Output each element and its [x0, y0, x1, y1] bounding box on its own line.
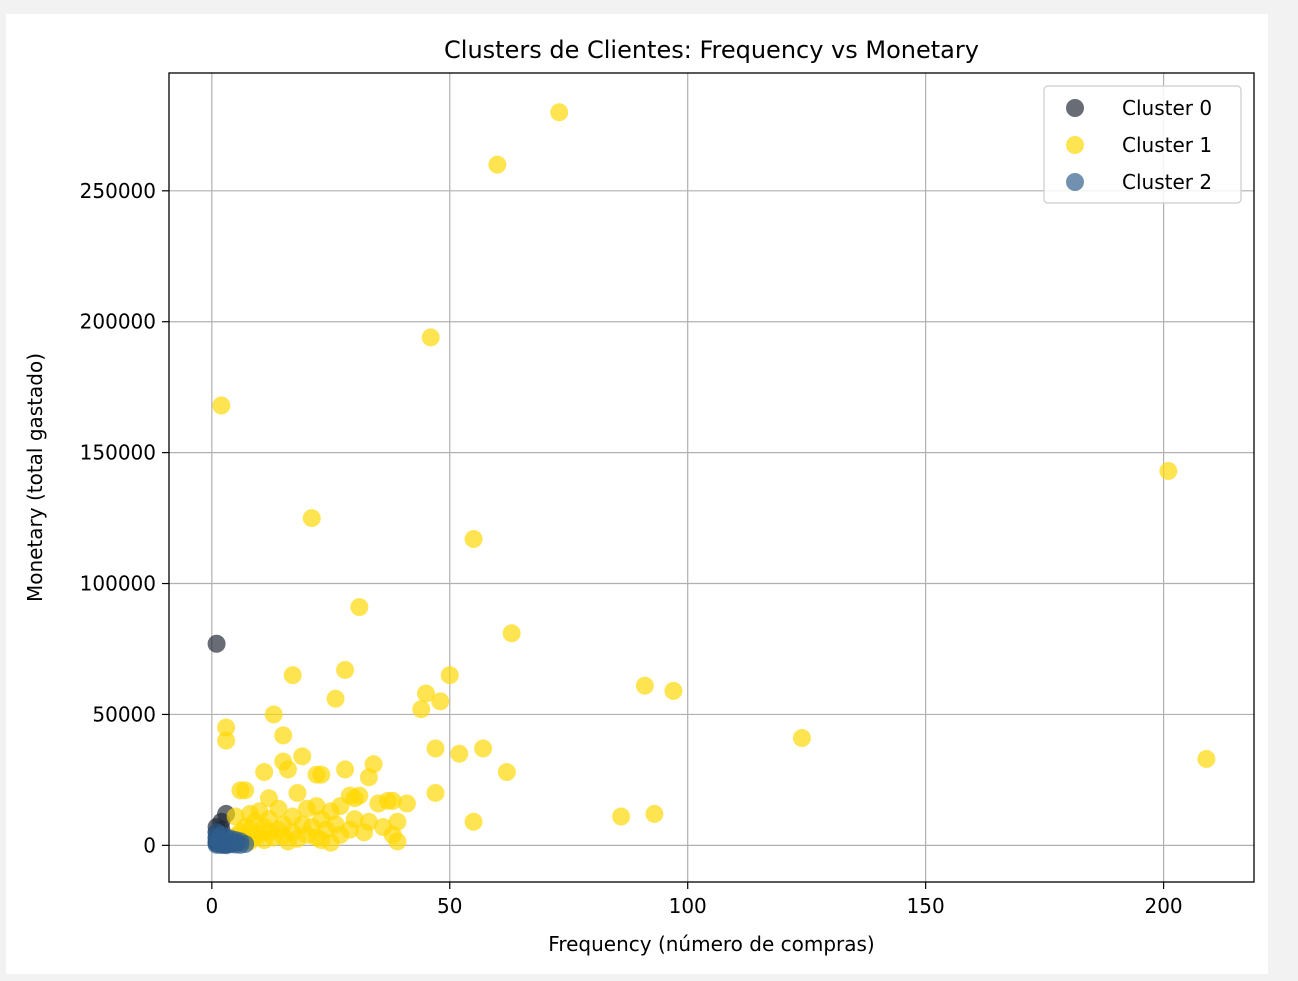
x-tick-label: 50 — [437, 894, 462, 918]
cluster-1-point — [464, 530, 483, 549]
cluster-1-point — [264, 705, 283, 724]
cluster-1-point — [302, 509, 321, 528]
cluster-1-point — [278, 832, 297, 851]
chart-title: Clusters de Clientes: Frequency vs Monet… — [444, 36, 979, 64]
cluster-1-point — [326, 689, 345, 708]
cluster-2-point — [212, 831, 231, 850]
cluster-1-point — [635, 676, 654, 695]
cluster-1-point — [497, 763, 516, 782]
cluster-1-point — [550, 103, 569, 122]
cluster-1-point — [397, 794, 416, 813]
cluster-1-point — [426, 739, 445, 758]
cluster-1-point — [217, 718, 236, 737]
cluster-1-point — [431, 692, 450, 711]
cluster-1-point — [1197, 749, 1216, 768]
scatter-chart: 0 50 100 150 200 0 50000 100000 150000 200000 2500… — [23, 36, 1255, 956]
chart-canvas: 0 50 100 150 200 0 50000 100000 150000 200000 2500… — [6, 14, 1268, 974]
y-tick-label: 200000 — [80, 310, 156, 334]
y-tick-label: 150000 — [80, 441, 156, 465]
cluster-1-point — [412, 700, 431, 719]
cluster-1-point — [312, 765, 331, 784]
y-tick-label: 0 — [143, 833, 156, 857]
cluster-1-point — [792, 729, 811, 748]
cluster-1-point — [212, 396, 231, 415]
cluster-1-point — [440, 666, 459, 685]
cluster-1-point — [488, 155, 507, 174]
legend-label: Cluster 1 — [1122, 133, 1212, 157]
cluster-2-point — [226, 833, 245, 852]
cluster-1-point — [388, 832, 407, 851]
cluster-1-point — [612, 807, 631, 826]
cluster-1-point — [450, 744, 469, 763]
cluster-1-point — [274, 726, 293, 745]
x-tick-label: 100 — [669, 894, 707, 918]
cluster-1-point — [416, 684, 435, 703]
x-axis-label: Frequency (número de compras) — [548, 932, 874, 956]
cluster-1-point — [217, 731, 236, 750]
x-tick-label: 0 — [205, 894, 218, 918]
cluster-1-point — [502, 624, 521, 643]
y-tick-label: 250000 — [80, 179, 156, 203]
cluster-1-point — [345, 789, 364, 808]
y-tick-label: 50000 — [92, 702, 156, 726]
cluster-1-point — [293, 747, 312, 766]
cluster-1-point — [1159, 461, 1178, 480]
x-tick-label: 150 — [907, 894, 945, 918]
legend-label: Cluster 2 — [1122, 170, 1212, 194]
data-points — [207, 103, 1216, 855]
cluster-1-point — [255, 763, 274, 782]
cluster-1-point — [421, 328, 440, 347]
cluster-1-point — [298, 799, 317, 818]
cluster-1-point — [355, 823, 374, 842]
cluster-1-point — [369, 794, 388, 813]
cluster-1-point — [474, 739, 493, 758]
cluster-0-point — [207, 634, 226, 653]
cluster-1-point — [321, 833, 340, 852]
cluster-1-point — [464, 812, 483, 831]
y-axis-label: Monetary (total gastado) — [23, 353, 47, 602]
cluster-1-point — [359, 768, 378, 787]
x-tick-label: 200 — [1144, 894, 1182, 918]
cluster-1-point — [255, 831, 274, 850]
cluster-1-point — [231, 781, 250, 800]
legend-box — [1043, 85, 1242, 204]
cluster-1-point — [283, 666, 302, 685]
cluster-1-point — [645, 804, 664, 823]
legend-marker — [1066, 173, 1084, 191]
cluster-1-point — [664, 681, 683, 700]
legend-marker — [1066, 99, 1084, 117]
axis-ticks: 0 50 100 150 200 0 50000 100000 150000 200000 2500… — [80, 179, 1183, 918]
cluster-1-point — [336, 660, 355, 679]
legend-marker — [1066, 136, 1084, 154]
cluster-1-point — [288, 783, 307, 802]
cluster-1-point — [426, 783, 445, 802]
cluster-1-point — [383, 791, 402, 810]
y-tick-label: 100000 — [80, 572, 156, 596]
cluster-1-point — [278, 760, 297, 779]
legend-label: Cluster 0 — [1122, 96, 1212, 120]
plot-frame — [168, 72, 1255, 883]
cluster-1-point — [336, 760, 355, 779]
legend: Cluster 0 Cluster 1 Cluster 2 — [1043, 85, 1242, 204]
cluster-1-point — [350, 598, 369, 617]
